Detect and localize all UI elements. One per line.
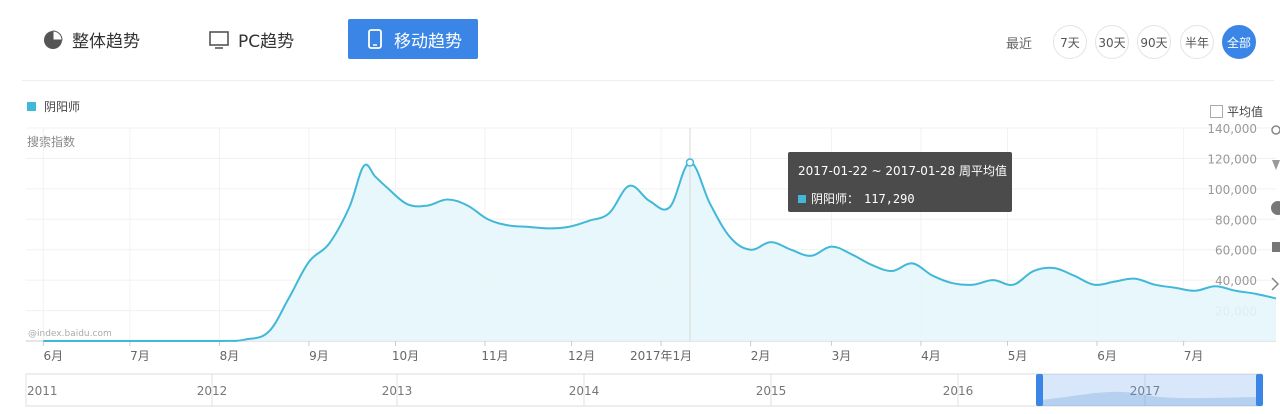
chart-tooltip: 2017-01-22 ~ 2017-01-28 周平均值 阴阳师： 117,29… bbox=[788, 152, 1012, 212]
x-tick-label: 2017年1月 bbox=[630, 349, 692, 363]
tab-label: 移动趋势 bbox=[394, 31, 462, 52]
side-toolbar bbox=[1271, 125, 1280, 291]
x-tick-label: 6月 bbox=[1097, 349, 1117, 363]
tooltip-date-range: 2017-01-22 ~ 2017-01-28 周平均值 bbox=[798, 164, 1007, 178]
y-tick-label: 80,000 bbox=[1215, 213, 1257, 227]
flag-icon bbox=[1272, 160, 1280, 170]
navigator-mini-series bbox=[1040, 391, 1260, 406]
monitor-icon bbox=[209, 30, 229, 49]
range-90d-button[interactable]: 90天 bbox=[1137, 25, 1171, 59]
x-tick-label: 10月 bbox=[392, 349, 419, 363]
x-tick-label: 12月 bbox=[568, 349, 595, 363]
y-axis-title: 搜索指数 bbox=[27, 135, 76, 149]
watermark: @index.baidu.com bbox=[28, 329, 112, 339]
x-tick-label: 8月 bbox=[220, 349, 240, 363]
highlighted-point bbox=[685, 158, 695, 167]
x-tick-label: 2月 bbox=[751, 349, 771, 363]
navigator-year-label: 2017 bbox=[1130, 384, 1161, 398]
average-toggle[interactable]: 平均值 bbox=[1210, 103, 1263, 120]
chart-legend[interactable]: 阴阳师 bbox=[27, 98, 80, 115]
series-area bbox=[43, 162, 1276, 342]
y-tick-label: 100,000 bbox=[1207, 183, 1257, 197]
range-half-year-button[interactable]: 半年 bbox=[1180, 25, 1214, 59]
navigator-year-label: 2013 bbox=[382, 384, 413, 398]
navigator-handle-left bbox=[1036, 374, 1043, 406]
navigator-year-label: 2016 bbox=[943, 384, 974, 398]
x-tick-label: 9月 bbox=[309, 349, 329, 363]
navigator-handle-right bbox=[1256, 374, 1263, 406]
series-line bbox=[43, 161, 1277, 343]
mobile-phone-icon bbox=[368, 29, 382, 49]
range-all-button[interactable]: 全部 bbox=[1222, 25, 1256, 59]
tooltip-series: 阴阳师： bbox=[811, 192, 860, 206]
legend-label: 阴阳师 bbox=[44, 100, 81, 114]
range-label: 最近 bbox=[1006, 37, 1033, 52]
x-tick-label: 3月 bbox=[832, 349, 852, 363]
header-divider bbox=[22, 80, 1274, 81]
legend-swatch bbox=[27, 102, 36, 111]
x-tick-label: 6月 bbox=[44, 349, 64, 363]
tab-overall-trend[interactable]: 整体趋势 bbox=[42, 27, 140, 52]
y-tick-label: 140,000 bbox=[1207, 122, 1257, 136]
y-tick-label: 40,000 bbox=[1215, 274, 1257, 288]
y-tick-label: 120,000 bbox=[1207, 152, 1257, 166]
x-tick-label: 7月 bbox=[130, 349, 150, 363]
download-icon bbox=[1272, 242, 1280, 252]
range-7d-button[interactable]: 7天 bbox=[1053, 25, 1087, 59]
share-icon bbox=[1271, 277, 1280, 291]
range-30d-button[interactable]: 30天 bbox=[1095, 25, 1129, 59]
navigator-selection bbox=[1040, 374, 1260, 406]
navigator-year-label: 2015 bbox=[756, 384, 787, 398]
navigator-year-label: 2011 bbox=[27, 384, 58, 398]
y-tick-label: 60,000 bbox=[1215, 244, 1257, 258]
tab-mobile-trend[interactable]: 移动趋势 bbox=[348, 19, 478, 59]
navigator-year-label: 2014 bbox=[569, 384, 600, 398]
navigator-year-label: 2012 bbox=[197, 384, 228, 398]
x-tick-label: 5月 bbox=[1008, 349, 1028, 363]
tab-label: PC趋势 bbox=[238, 32, 295, 52]
tab-label: 整体趋势 bbox=[72, 32, 140, 52]
average-label: 平均值 bbox=[1227, 105, 1264, 119]
tooltip-value: 117,290 bbox=[864, 191, 915, 206]
pie-chart-icon bbox=[44, 29, 63, 49]
tab-pc-trend[interactable]: PC趋势 bbox=[208, 27, 294, 52]
x-tick-label: 11月 bbox=[481, 349, 508, 363]
settings-icon bbox=[1271, 125, 1280, 135]
average-checkbox[interactable] bbox=[1210, 105, 1223, 118]
x-tick-label: 7月 bbox=[1184, 349, 1204, 363]
x-tick-label: 4月 bbox=[921, 349, 941, 363]
tooltip-swatch bbox=[798, 194, 806, 203]
info-icon bbox=[1271, 201, 1280, 215]
